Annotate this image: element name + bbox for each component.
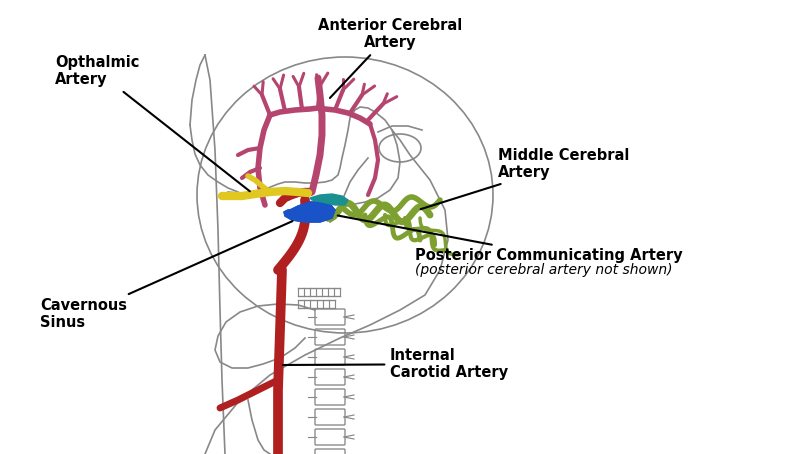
Polygon shape bbox=[284, 202, 335, 222]
Text: (posterior cerebral artery not shown): (posterior cerebral artery not shown) bbox=[415, 263, 673, 277]
Polygon shape bbox=[310, 194, 348, 205]
Text: Middle Cerebral
Artery: Middle Cerebral Artery bbox=[421, 148, 630, 209]
Text: Opthalmic
Artery: Opthalmic Artery bbox=[55, 55, 250, 191]
Text: Internal
Carotid Artery: Internal Carotid Artery bbox=[283, 348, 508, 380]
Text: Posterior Communicating Artery: Posterior Communicating Artery bbox=[338, 216, 682, 263]
Text: Anterior Cerebral
Artery: Anterior Cerebral Artery bbox=[318, 18, 462, 98]
Text: Cavernous
Sinus: Cavernous Sinus bbox=[40, 221, 292, 331]
